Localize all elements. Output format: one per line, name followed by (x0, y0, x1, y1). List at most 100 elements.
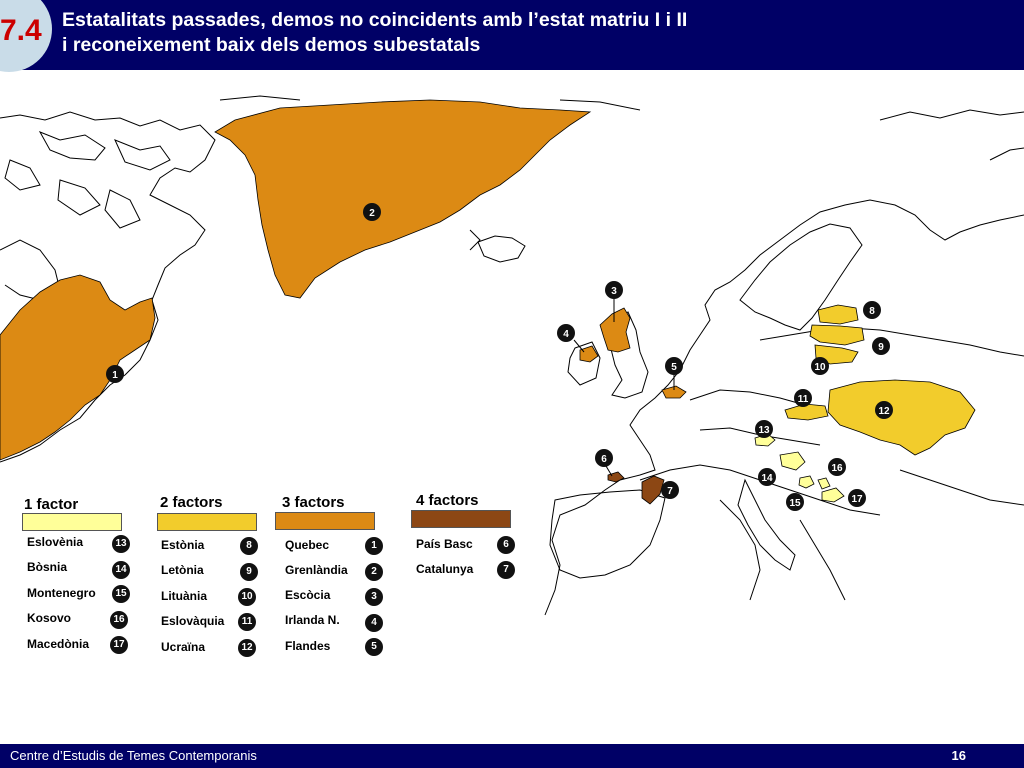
header-bar: 7.4 Estatalitats passades, demos no coin… (0, 0, 1024, 72)
map-pin-16-label: 16 (831, 463, 843, 474)
region-kosovo (817, 477, 831, 490)
legend-number: 17 (110, 636, 128, 654)
title-line-1: Estatalitats passades, demos no coincide… (62, 9, 688, 31)
section-number: 7.4 (0, 14, 42, 47)
map-pin-7-label: 7 (667, 486, 673, 497)
map-pin-6: 6 (595, 449, 613, 477)
map-pin-9: 9 (872, 337, 890, 355)
region-northern-ireland (579, 345, 599, 363)
map-pin-3: 3 (605, 281, 623, 322)
legend-number: 7 (497, 561, 515, 579)
map-pin-14: 14 (758, 468, 776, 486)
legend-item: Estònia (161, 538, 205, 552)
map-pin-12-label: 12 (878, 406, 890, 417)
legend-item: Catalunya (416, 562, 474, 576)
map-pin-2-label: 2 (369, 208, 375, 219)
legend-heading-1-factor: 1 factor (24, 496, 79, 513)
map-pin-15-label: 15 (789, 498, 801, 509)
legend-number: 13 (112, 535, 130, 553)
title-line-2: i reconeixement baix dels demos subestat… (62, 34, 481, 56)
map-pin-4-label: 4 (563, 329, 569, 340)
map-pin-14-label: 14 (761, 473, 773, 484)
legend-item: Lituània (161, 589, 208, 603)
slide-title: Estatalitats passades, demos no coincide… (62, 8, 1002, 58)
map-pin-1: 1 (106, 365, 124, 383)
map-pin-8: 8 (863, 301, 881, 319)
legend-item: País Basc (416, 537, 473, 551)
europe-outline (544, 199, 1024, 616)
legend-item: Flandes (285, 639, 331, 653)
legend-swatch-3-factors (275, 512, 375, 530)
map-pin-13-label: 13 (758, 425, 770, 436)
legend-swatch-1-factor (22, 513, 122, 531)
region-greenland (214, 99, 592, 299)
legend-number: 10 (238, 588, 256, 606)
map-pin-6-label: 6 (601, 454, 607, 465)
region-scotland (599, 307, 631, 353)
legend-item: Escòcia (285, 588, 331, 602)
legend-number: 12 (238, 639, 256, 657)
map-pin-16: 16 (828, 458, 846, 476)
regions-1-factor (754, 433, 845, 503)
map-pins: 1 2 3 4 5 6 7 8 9 10 11 12 13 14 15 16 1… (106, 203, 893, 511)
map-pin-5-label: 5 (671, 362, 677, 373)
legend-item: Eslovàquia (161, 614, 225, 628)
legend-number: 15 (112, 585, 130, 603)
map-pin-9-label: 9 (878, 342, 884, 353)
region-slovakia (784, 403, 829, 421)
base-outlines (0, 95, 1024, 616)
region-estonia (817, 304, 859, 325)
legend-item: Eslovènia (27, 535, 84, 549)
scandinavia-outline (739, 223, 863, 331)
legend-item: Irlanda N. (285, 613, 340, 627)
legend-number: 9 (240, 563, 258, 581)
eastern-europe-outline (759, 327, 1024, 357)
legend-item: Macedònia (27, 637, 90, 651)
legend-number: 14 (112, 561, 130, 579)
map-pin-1-label: 1 (112, 370, 118, 381)
region-bosnia (779, 451, 806, 471)
north-america-outline (0, 111, 216, 463)
page-number: 16 (951, 748, 966, 763)
legend-number: 6 (497, 536, 515, 554)
legend-number: 3 (365, 588, 383, 606)
legend-number: 16 (110, 611, 128, 629)
map-pin-7: 7 (661, 481, 679, 499)
region-montenegro (798, 475, 815, 489)
footer-bar: Centre d’Estudis de Temes Contemporanis … (0, 744, 1024, 768)
asia-outline (879, 109, 1024, 161)
map-pin-3-label: 3 (611, 286, 617, 297)
map-pin-2: 2 (363, 203, 381, 221)
legend-item: Quebec (285, 538, 330, 552)
legend-item: Letònia (161, 563, 204, 577)
map-pin-12: 12 (875, 401, 893, 419)
map: 1 2 3 4 5 6 7 8 9 10 11 12 13 14 15 16 1… (0, 95, 1024, 616)
map-pin-10-label: 10 (814, 362, 826, 373)
legend-item: Kosovo (27, 611, 72, 625)
region-latvia (809, 324, 865, 346)
legend-item: Grenlàndia (285, 563, 348, 577)
legend-number: 4 (365, 614, 383, 632)
legend-number: 2 (365, 563, 383, 581)
map-pin-11: 11 (794, 389, 812, 407)
map-pin-13: 13 (755, 420, 773, 438)
region-basque-country (607, 471, 625, 483)
map-pin-5: 5 (665, 357, 683, 390)
legend-item: Montenegro (27, 586, 96, 600)
region-quebec (0, 274, 156, 461)
map-pin-8-label: 8 (869, 306, 875, 317)
legend-heading-3-factors: 3 factors (282, 494, 345, 511)
legend-number: 5 (365, 638, 383, 656)
iceland-outline (477, 235, 526, 263)
regions-2-factors (784, 304, 976, 456)
legend-number: 8 (240, 537, 258, 555)
regions-3-factors (0, 99, 687, 461)
map-pin-17-label: 17 (851, 494, 863, 505)
ireland-outline (567, 341, 601, 386)
arctic-islands-outline (4, 131, 171, 229)
legend-heading-2-factors: 2 factors (160, 494, 223, 511)
legend-item: Bòsnia (27, 560, 68, 574)
legend-swatch-2-factors (157, 513, 257, 531)
greenland-islands-outline (219, 95, 641, 251)
regions-4-factors (607, 471, 665, 505)
